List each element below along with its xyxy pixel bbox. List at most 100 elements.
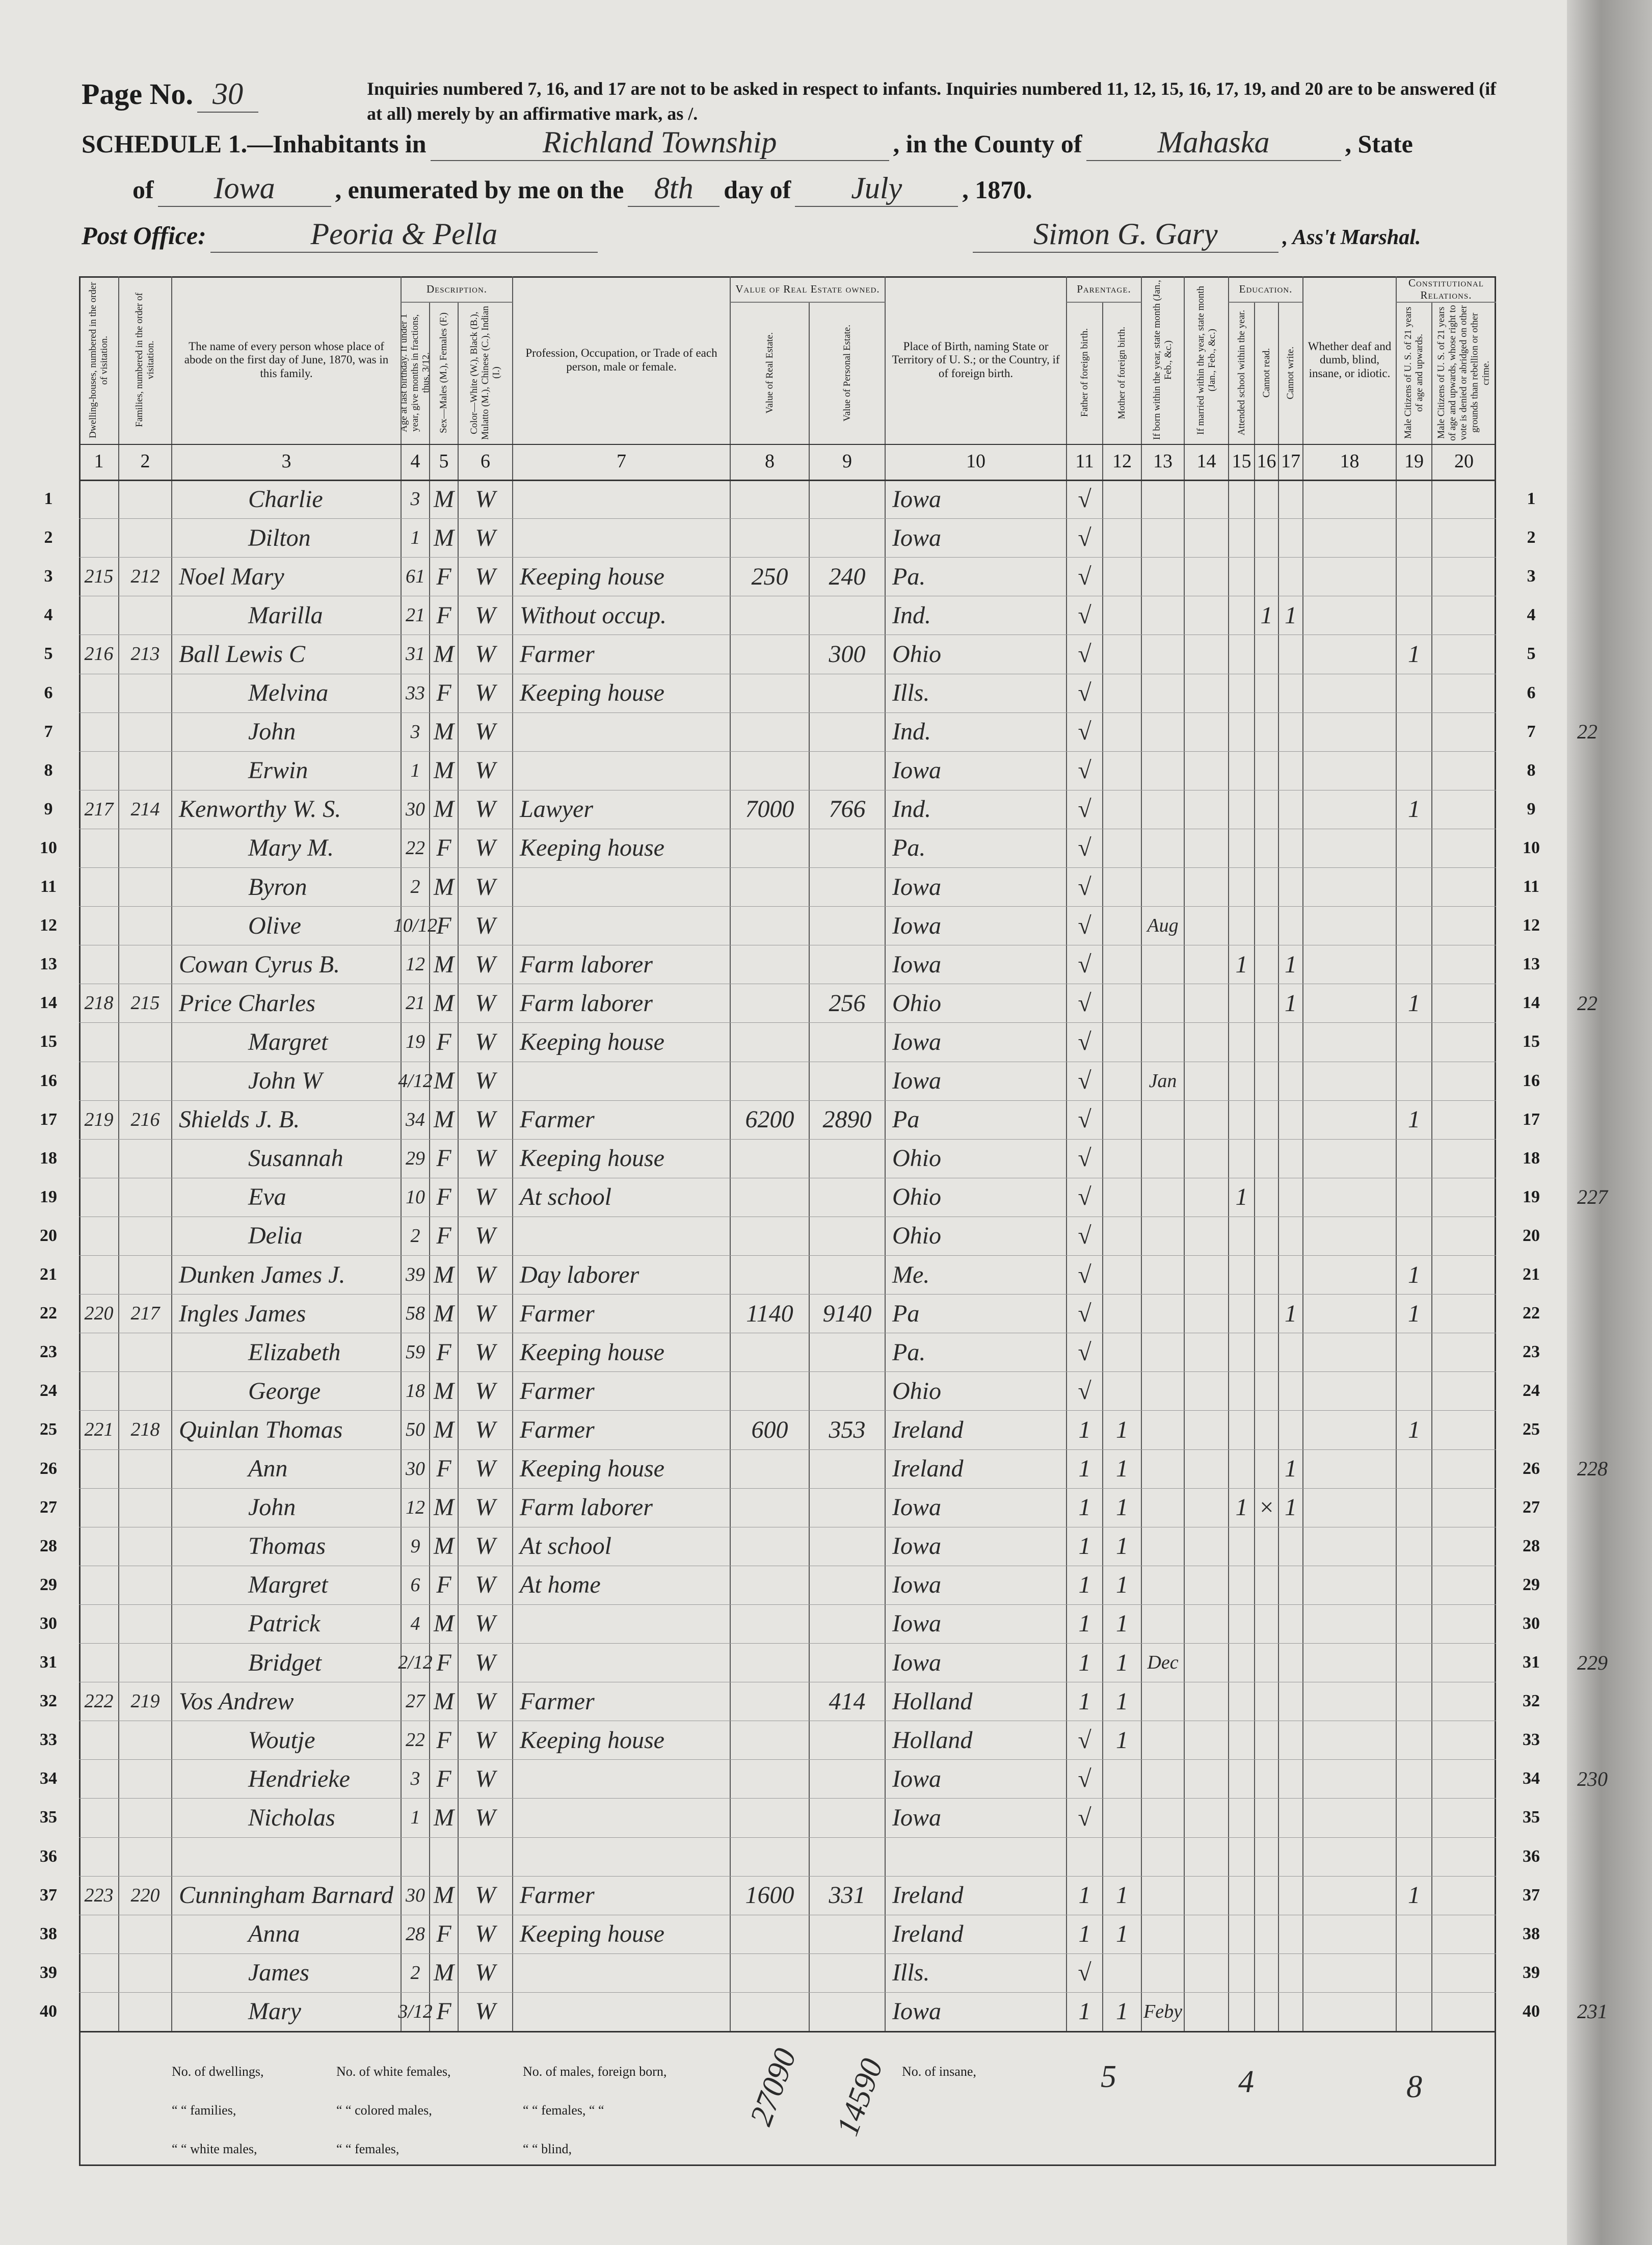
cell-father-foreign: √ [1078, 1067, 1091, 1095]
column-rule [1184, 276, 1185, 2031]
line-number: 13 [1523, 955, 1540, 974]
cell-sex: M [434, 1494, 454, 1521]
year-label: , 1870. [962, 175, 1032, 204]
cell-father-foreign: √ [1078, 1145, 1091, 1172]
cell-mother-foreign: 1 [1116, 1687, 1128, 1715]
cell-age: 3/12 [398, 2000, 433, 2022]
cell-sex: F [436, 834, 451, 862]
cell-age: 2 [410, 1962, 420, 1984]
cell-age: 10/12 [393, 915, 438, 937]
cell-name: George [248, 1377, 321, 1405]
cell-name: Quinlan Thomas [179, 1416, 343, 1443]
cell-color: W [475, 989, 496, 1017]
line-number: 15 [40, 1032, 57, 1051]
cell-father-foreign: 1 [1078, 1649, 1091, 1676]
group-heading: Description. [426, 282, 488, 295]
margin-note: 228 [1577, 1457, 1608, 1481]
column-rule [118, 276, 119, 2031]
cell-color: W [475, 1765, 496, 1792]
cell-family: 212 [130, 566, 160, 588]
cell-mother-foreign: 1 [1116, 1726, 1128, 1754]
cell-birthplace: Iowa [892, 1804, 941, 1831]
cell-name: Price Charles [179, 989, 315, 1017]
cell-school: 1 [1235, 1183, 1248, 1211]
column-heading: Cannot write. [1278, 302, 1303, 444]
line-number: 23 [1523, 1342, 1540, 1362]
page-label: Page No. [82, 77, 194, 111]
cell-sex: F [436, 1920, 451, 1948]
cell-name: Byron [248, 873, 307, 901]
cell-color: W [475, 1494, 496, 1521]
cell-occupation: Lawyer [520, 796, 593, 823]
column-heading-text: Father of foreign birth. [1079, 328, 1090, 417]
line-number: 19 [40, 1187, 57, 1206]
line-number: 20 [1523, 1226, 1540, 1245]
line-number: 39 [40, 1963, 57, 1982]
column-rule [730, 276, 731, 2031]
cell-mother-foreign: 1 [1116, 1610, 1128, 1637]
line-number: 10 [1523, 838, 1540, 857]
line-number: 34 [1523, 1769, 1540, 1788]
cell-sex: M [434, 1416, 454, 1443]
cell-sex: M [434, 796, 454, 823]
cell-color: W [475, 1998, 496, 2025]
cell-name: James [248, 1959, 309, 1987]
cell-occupation: Keeping house [520, 1338, 664, 1366]
cell-citizen: 1 [1408, 796, 1420, 823]
cell-color: W [475, 912, 496, 939]
cell-father-foreign: 1 [1078, 1610, 1091, 1637]
cell-personal-estate: 331 [829, 1882, 866, 1909]
cell-age: 2 [410, 876, 420, 898]
column-heading-text: Attended school within the year. [1236, 310, 1247, 436]
state-label: , State [1345, 129, 1413, 158]
column-heading: Mother of foreign birth. [1103, 302, 1141, 444]
line-number: 29 [1523, 1575, 1540, 1594]
cell-sex: M [434, 873, 454, 901]
row-rule [79, 906, 1496, 907]
cell-age: 59 [406, 1341, 425, 1363]
cell-age: 6 [410, 1574, 420, 1596]
cell-cannot-write: 1 [1285, 1300, 1297, 1327]
cell-name: Shields J. B. [179, 1106, 300, 1133]
column-heading: Father of foreign birth. [1067, 302, 1103, 444]
cell-father-foreign: 1 [1078, 1998, 1091, 2025]
group-rule [730, 302, 885, 303]
cell-sex: M [434, 950, 454, 978]
column-rule [1302, 276, 1303, 2031]
line-number: 25 [40, 1420, 57, 1439]
row-rule [79, 557, 1496, 558]
cell-sex: F [436, 1455, 451, 1483]
cell-citizen: 1 [1408, 1261, 1420, 1288]
line-number: 2 [44, 528, 53, 547]
cell-occupation: At school [520, 1533, 611, 1560]
cell-occupation: Without occup. [520, 601, 667, 629]
column-heading-text: Age at last birthday. If under 1 year, g… [401, 313, 430, 432]
line-number: 17 [1523, 1110, 1540, 1129]
page-number: 30 [197, 76, 259, 113]
cell-age: 22 [406, 837, 425, 859]
cell-father-foreign: 1 [1078, 1687, 1091, 1715]
cell-sex: F [436, 1998, 451, 2025]
cell-birthplace: Ind. [892, 718, 931, 746]
cell-father-foreign: √ [1078, 950, 1091, 978]
cell-age: 50 [406, 1419, 425, 1441]
line-number: 6 [1527, 683, 1536, 702]
cell-mother-foreign: 1 [1116, 1998, 1128, 2025]
column-number: 15 [1232, 451, 1251, 472]
cell-birthplace: Me. [892, 1261, 930, 1288]
row-rule [79, 751, 1496, 752]
cell-name: Cunningham Barnard [179, 1882, 393, 1909]
cell-color: W [475, 757, 496, 784]
cell-name: Ingles James [179, 1300, 306, 1327]
cell-name: Patrick [248, 1610, 321, 1637]
column-rule [1396, 276, 1397, 2031]
cell-age: 10 [406, 1186, 425, 1208]
cell-personal-estate: 353 [829, 1416, 866, 1443]
cell-color: W [475, 640, 496, 668]
cell-personal-estate: 240 [829, 563, 866, 590]
line-number: 35 [40, 1808, 57, 1827]
cell-age: 58 [406, 1303, 425, 1325]
column-heading: Profession, Occupation, or Trade of each… [513, 276, 730, 444]
cell-citizen: 1 [1408, 1882, 1420, 1909]
line-number: 21 [40, 1265, 57, 1284]
